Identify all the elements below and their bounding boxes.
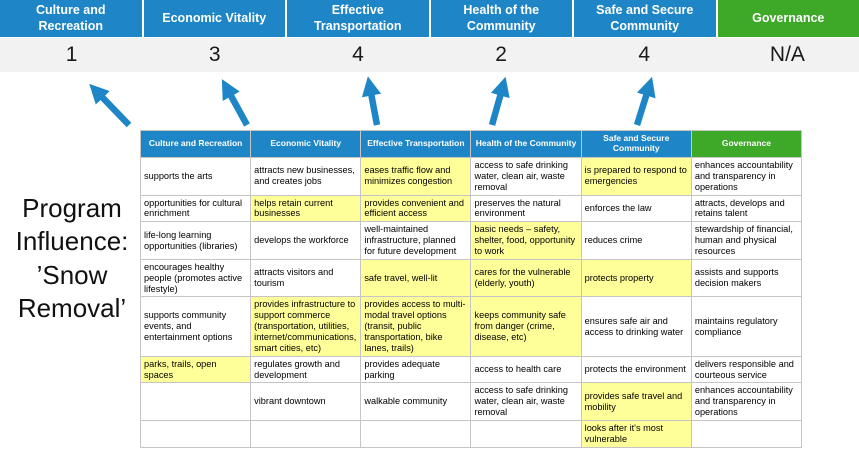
matrix-cell: reduces crime xyxy=(581,222,692,260)
matrix-cell: assists and supports decision makers xyxy=(691,259,802,298)
up-arrow-icon xyxy=(89,83,132,128)
matrix-cell: attracts, develops and retains talent xyxy=(691,195,802,223)
scoreboard-score-row: 1 3 4 2 4 N/A xyxy=(0,38,859,72)
score-arrows xyxy=(89,76,656,128)
scoreboard-score: 2 xyxy=(495,43,507,66)
matrix-cell: enhances accountability and transparency… xyxy=(691,383,802,422)
scoreboard-score: N/A xyxy=(769,43,805,66)
matrix-column-header: Effective Transportation xyxy=(361,131,472,158)
matrix-column-header: Economic Vitality xyxy=(251,131,362,158)
matrix-cell-highlighted: keeps community safe from danger (crime,… xyxy=(471,297,582,357)
matrix-cell-highlighted: cares for the vulnerable (elderly, youth… xyxy=(471,259,582,298)
matrix-cell-highlighted: eases traffic flow and minimizes congest… xyxy=(361,158,472,196)
matrix-cell-highlighted: provides infrastructure to support comme… xyxy=(251,297,362,357)
scoreboard-header: Economic Vitality xyxy=(143,0,285,37)
matrix-cell-highlighted: protects property xyxy=(581,259,692,298)
scoreboard-score: 4 xyxy=(638,43,651,66)
matrix-column-header: Safe and Secure Community xyxy=(581,131,692,158)
matrix-cell: access to safe drinking water, clean air… xyxy=(471,158,582,196)
matrix-cell-highlighted: basic needs – safety, shelter, food, opp… xyxy=(471,222,582,260)
matrix-cell: regulates growth and development xyxy=(251,356,362,384)
matrix-cell: preserves the natural environment xyxy=(471,195,582,223)
matrix-cell-highlighted: provides access to multi-modal travel op… xyxy=(361,297,472,357)
matrix-cell: access to safe drinking water, clean air… xyxy=(471,383,582,422)
matrix-cell-highlighted: provides safe travel and mobility xyxy=(581,383,692,422)
matrix-cell-highlighted: helps retain current businesses xyxy=(251,195,362,223)
matrix-cell: enforces the law xyxy=(581,195,692,223)
matrix-column-header: Health of the Community xyxy=(471,131,582,158)
matrix-cell xyxy=(141,421,252,448)
matrix-cell: vibrant downtown xyxy=(251,383,362,422)
matrix-cell: supports the arts xyxy=(141,158,252,196)
matrix-cell: delivers responsible and courteous servi… xyxy=(691,356,802,384)
matrix-column-header: Culture and Recreation xyxy=(141,131,252,158)
scoreboard-score: 1 xyxy=(65,43,78,66)
matrix-cell: attracts visitors and tourism xyxy=(251,259,362,298)
matrix-cell: encourages healthy people (promotes acti… xyxy=(141,259,252,298)
scoreboard-header: Culture and Recreation xyxy=(0,0,142,37)
scoreboard-header: Effective Transportation xyxy=(287,0,429,37)
matrix-cell: provides adequate parking xyxy=(361,356,472,384)
matrix-cell: opportunities for cultural enrichment xyxy=(141,195,252,223)
matrix-cell-highlighted: safe travel, well-lit xyxy=(361,259,472,298)
matrix-cell xyxy=(361,421,472,448)
matrix-cell: protects the environment xyxy=(581,356,692,384)
matrix-cell: maintains regulatory compliance xyxy=(691,297,802,357)
up-arrow-icon xyxy=(488,76,510,126)
matrix-cell: stewardship of financial, human and phys… xyxy=(691,222,802,260)
influence-matrix: Culture and Recreation Economic Vitality E… xyxy=(140,130,802,448)
matrix-cell xyxy=(141,383,252,422)
matrix-cell-highlighted: parks, trails, open spaces xyxy=(141,356,252,384)
matrix-cell: attracts new businesses, and creates job… xyxy=(251,158,362,196)
matrix-cell: ensures safe air and access to drinking … xyxy=(581,297,692,357)
scoreboard-header: Governance xyxy=(717,0,859,37)
scoreboard-score: 4 xyxy=(352,43,364,66)
matrix-cell: access to health care xyxy=(471,356,582,384)
matrix-cell: life-long learning opportunities (librar… xyxy=(141,222,252,260)
matrix-cell: well-maintained infrastructure, planned … xyxy=(361,222,472,260)
matrix-cell: supports community events, and entertain… xyxy=(141,297,252,357)
scoreboard-header: Health of the Community xyxy=(430,0,572,37)
matrix-cell: enhances accountability and transparency… xyxy=(691,158,802,196)
matrix-cell xyxy=(471,421,582,448)
matrix-cell xyxy=(251,421,362,448)
scoreboard-score: 3 xyxy=(208,43,221,66)
matrix-cell-highlighted: is prepared to respond to emergencies xyxy=(581,158,692,196)
up-arrow-icon xyxy=(221,79,250,127)
program-influence-label: Program Influence: ’Snow Removal’ xyxy=(15,193,129,323)
up-arrow-icon xyxy=(361,76,382,126)
up-arrow-icon xyxy=(633,76,656,126)
matrix-cell xyxy=(691,421,802,448)
matrix-cell: walkable community xyxy=(361,383,472,422)
scoreboard-header: Safe and Secure Community xyxy=(574,0,716,37)
matrix-cell: develops the workforce xyxy=(251,222,362,260)
matrix-cell-highlighted: looks after it's most vulnerable xyxy=(581,421,692,448)
matrix-cell-highlighted: provides convenient and efficient access xyxy=(361,195,472,223)
matrix-column-header: Governance xyxy=(691,131,802,158)
scoreboard-header-row: Culture and Recreation Economic Vitality E… xyxy=(0,0,859,37)
